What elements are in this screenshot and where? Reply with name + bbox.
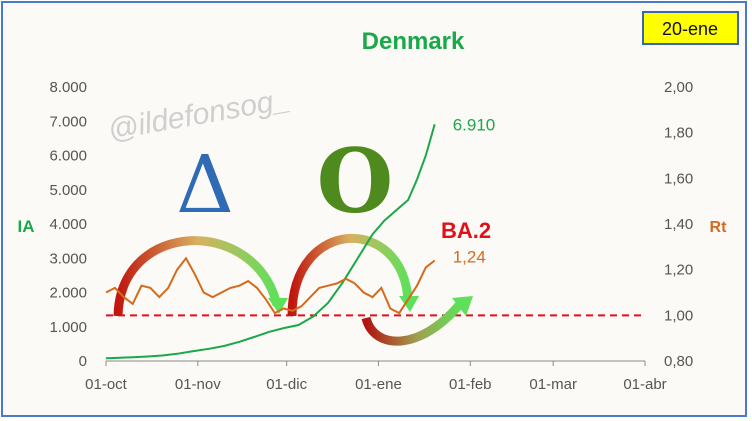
ia-end-value-label: 6.910 xyxy=(453,115,496,134)
x-tick-label: 01-dic xyxy=(266,376,307,393)
y-right-tick-label: 0,80 xyxy=(664,353,693,370)
date-badge xyxy=(642,11,739,45)
y-right-tick-label: 1,80 xyxy=(664,125,693,142)
date-badge-text: 20-ene xyxy=(662,19,718,39)
y-left-tick-label: 2.000 xyxy=(49,285,87,302)
x-tick-label: 01-ene xyxy=(355,376,402,393)
delta-wave-arrowhead xyxy=(268,298,288,314)
omicron-symbol: O xyxy=(317,129,394,233)
x-tick-label: 01-nov xyxy=(175,376,221,393)
y-right-tick-label: 2,00 xyxy=(664,79,693,96)
y-left-tick-label: 4.000 xyxy=(49,216,87,233)
ba2-label: BA.2 xyxy=(441,218,491,243)
y-left-tick-label: 7.000 xyxy=(49,113,87,130)
delta-symbol: Δ xyxy=(176,138,234,231)
x-tick-label: 01-mar xyxy=(529,376,577,393)
x-axis: 01-oct 01-nov 01-dic 01-ene 01-feb 01-mar 01-a… xyxy=(85,360,667,393)
y-right-tick-label: 1,60 xyxy=(664,170,693,187)
y-right-axis: 0,80 1,00 1,20 1,40 1,60 1,80 2,00 xyxy=(664,79,693,370)
ba2-rebound-arc xyxy=(361,301,464,346)
y-left-tick-label: 3.000 xyxy=(49,250,87,267)
y-left-tick-label: 6.000 xyxy=(49,148,87,165)
omicron-wave-arrowhead xyxy=(399,296,419,312)
x-tick-label: 01-feb xyxy=(449,376,492,393)
x-tick-label: 01-abr xyxy=(623,376,666,393)
y-right-tick-label: 1,40 xyxy=(664,216,693,233)
rt-end-value-label: 1,24 xyxy=(453,248,486,267)
ba2-rebound-arrowhead xyxy=(452,296,473,316)
y-left-tick-label: 5.000 xyxy=(49,182,87,199)
ia-series-line xyxy=(105,124,436,360)
delta-wave-arc xyxy=(113,236,282,317)
y-left-tick-label: 1.000 xyxy=(49,319,87,336)
y-right-tick-label: 1,00 xyxy=(664,307,693,324)
y-right-label: Rt xyxy=(710,219,728,236)
rt-series-line xyxy=(105,256,436,315)
y-left-label: IA xyxy=(18,217,35,236)
y-left-axis: 0 1.000 2.000 3.000 4.000 5.000 6.000 7.000 8.00… xyxy=(49,79,87,370)
y-right-tick-label: 1,20 xyxy=(664,262,693,279)
x-tick-label: 01-oct xyxy=(85,376,128,393)
y-left-tick-label: 8.000 xyxy=(49,79,87,96)
y-left-tick-label: 0 xyxy=(79,353,87,370)
chart-title: Denmark xyxy=(362,28,465,55)
omicron-wave-arc xyxy=(287,234,413,317)
